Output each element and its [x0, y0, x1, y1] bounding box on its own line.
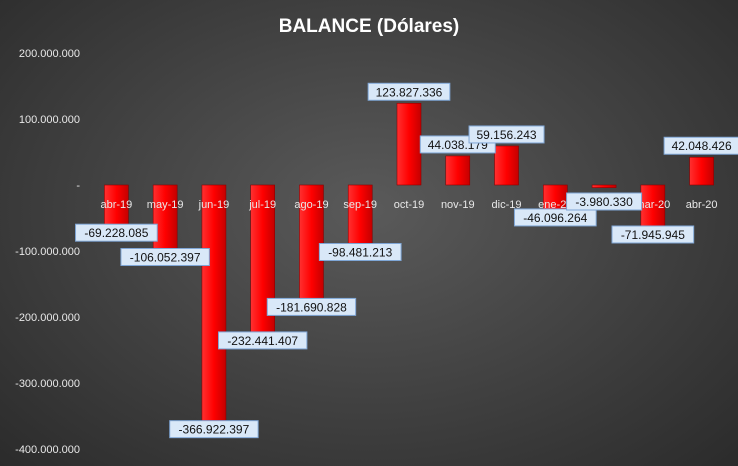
data-label-text: 42.048.426: [672, 139, 732, 153]
y-tick-label: -300.000.000: [15, 378, 80, 390]
data-label: -366.922.397: [169, 420, 259, 439]
bar: [640, 184, 666, 233]
x-tick-label: oct-19: [394, 199, 425, 211]
data-label-text: -46.096.264: [523, 211, 587, 225]
data-label-box: [611, 225, 695, 244]
bar: [494, 145, 519, 186]
data-label-text: -106.052.397: [130, 250, 201, 264]
x-tick-label: jun-19: [198, 199, 230, 211]
x-tick-label: ago-19: [294, 199, 328, 211]
bar: [689, 156, 714, 186]
y-tick-label: -200.000.000: [15, 312, 80, 324]
data-label-text: -3.980.330: [575, 195, 633, 209]
data-label-box: [318, 242, 402, 261]
data-label: 59.156.243: [468, 125, 545, 144]
data-label-box: [663, 136, 738, 155]
x-tick-label: may-19: [147, 199, 184, 211]
data-label: -106.052.397: [120, 247, 210, 266]
data-label-text: -69.228.085: [84, 226, 148, 240]
bar: [104, 184, 129, 231]
data-label: -69.228.085: [75, 223, 158, 242]
bar: [152, 184, 178, 256]
bar: [347, 184, 373, 251]
x-tick-label: nov-19: [441, 199, 475, 211]
data-label: -71.945.945: [611, 225, 695, 244]
data-label-box: [367, 82, 451, 101]
x-tick-label: abr-19: [100, 199, 132, 211]
data-label-box: [566, 192, 643, 211]
y-tick-label: -100.000.000: [15, 246, 80, 258]
data-label-text: -71.945.945: [621, 228, 685, 242]
data-label-text: 59.156.243: [477, 128, 537, 142]
x-tick-label: ene-20: [538, 199, 572, 211]
y-tick-label: 100.000.000: [19, 114, 80, 126]
data-label-box: [266, 297, 357, 316]
bar: [396, 102, 422, 186]
data-label: 42.048.426: [663, 136, 738, 155]
data-label-text: -232.441.407: [227, 334, 298, 348]
x-tick-label: sep-19: [343, 199, 377, 211]
data-label-box: [513, 208, 597, 227]
data-label: -98.481.213: [318, 242, 402, 261]
data-label-box: [120, 247, 210, 266]
bar: [201, 184, 227, 428]
x-axis: abr-19 may-19 jun-19 jul-19 ago-19 sep-19 oct-…: [100, 199, 717, 211]
bar: [591, 184, 617, 188]
data-label-text: -98.481.213: [328, 245, 392, 259]
data-label-text: -181.690.828: [276, 300, 347, 314]
x-tick-label: abr-20: [686, 199, 718, 211]
data-label-text: -366.922.397: [179, 423, 250, 437]
y-tick-label: -: [76, 180, 80, 192]
data-label: -46.096.264: [513, 208, 597, 227]
x-tick-label: jul-19: [248, 199, 276, 211]
data-label: -3.980.330: [566, 192, 643, 211]
data-label-box: [468, 125, 545, 144]
data-label: -181.690.828: [266, 297, 357, 316]
data-label: -232.441.407: [217, 331, 308, 350]
y-tick-label: -400.000.000: [15, 444, 80, 456]
data-label-box: [169, 420, 259, 439]
y-tick-label: 200.000.000: [19, 48, 80, 60]
data-label: 123.827.336: [367, 82, 451, 101]
x-tick-label: mar-20: [635, 199, 670, 211]
x-tick-label: dic-19: [492, 199, 522, 211]
data-label-box: [75, 223, 158, 242]
data-labels: -69.228.085 -106.052.397 -366.922.397 -232.…: [75, 82, 738, 439]
bar: [445, 155, 471, 186]
data-label-box: [217, 331, 308, 350]
bars: [104, 102, 714, 428]
data-label-text: 123.827.336: [376, 85, 443, 99]
chart-title: BALANCE (Dólares): [279, 16, 460, 37]
y-axis: 200.000.000 100.000.000 - -100.000.000 -200.…: [15, 48, 80, 456]
